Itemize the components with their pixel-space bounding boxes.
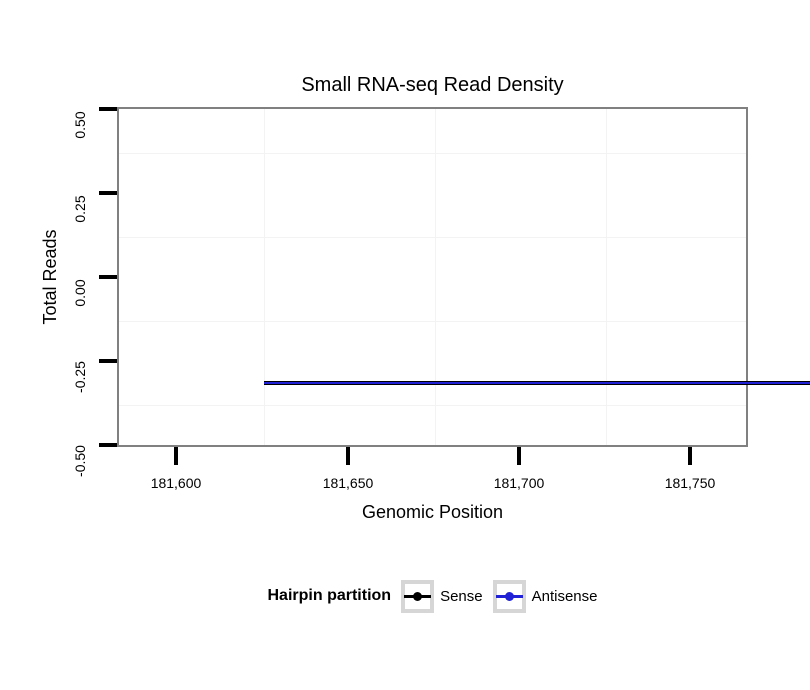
legend-entries: Sense Antisense xyxy=(401,579,598,613)
y-tick-mark xyxy=(99,359,117,363)
minor-gridline-vertical xyxy=(606,109,607,445)
chart-title: Small RNA-seq Read Density xyxy=(301,74,564,96)
minor-gridline-horizontal xyxy=(119,405,746,406)
y-tick-mark xyxy=(99,443,117,447)
x-tick-label: 181,700 xyxy=(493,475,545,491)
legend-label: Antisense xyxy=(531,587,598,605)
minor-gridline-vertical xyxy=(435,109,436,445)
y-tick-mark xyxy=(99,107,117,111)
x-tick-mark xyxy=(174,447,178,465)
y-tick-label: 0.50 xyxy=(72,111,88,139)
minor-gridline-horizontal xyxy=(119,321,746,322)
y-tick-mark xyxy=(99,191,117,195)
point-marker-icon xyxy=(504,591,514,601)
legend-label: Sense xyxy=(440,587,483,605)
legend-entry-sense: Sense xyxy=(401,579,483,613)
x-tick-mark xyxy=(688,447,692,465)
antisense-series-line xyxy=(264,382,810,384)
minor-gridline-horizontal xyxy=(119,237,746,238)
plot-panel xyxy=(117,107,810,447)
legend-key-sense xyxy=(401,579,435,613)
x-tick-label: 181,750 xyxy=(664,475,716,491)
y-axis-title: Total Reads xyxy=(40,229,60,325)
point-marker-icon xyxy=(413,591,423,601)
minor-gridline-vertical xyxy=(264,109,265,445)
y-tick-label: 0.25 xyxy=(72,195,88,223)
x-tick-label: 181,650 xyxy=(322,475,374,491)
x-axis-title: Genomic Position xyxy=(361,502,504,522)
minor-gridline-horizontal xyxy=(119,153,746,154)
y-tick-label: -0.25 xyxy=(72,361,88,393)
legend-entry-antisense: Antisense xyxy=(492,579,598,613)
y-tick-label: -0.50 xyxy=(72,445,88,477)
x-tick-mark xyxy=(346,447,350,465)
legend: Hairpin partition Sense Antisense xyxy=(117,577,748,615)
legend-title: Hairpin partition xyxy=(267,587,392,604)
y-tick-mark xyxy=(99,275,117,279)
legend-key-antisense xyxy=(492,579,526,613)
x-tick-label: 181,600 xyxy=(150,475,202,491)
y-tick-label: 0.00 xyxy=(72,279,88,307)
x-tick-mark xyxy=(517,447,521,465)
